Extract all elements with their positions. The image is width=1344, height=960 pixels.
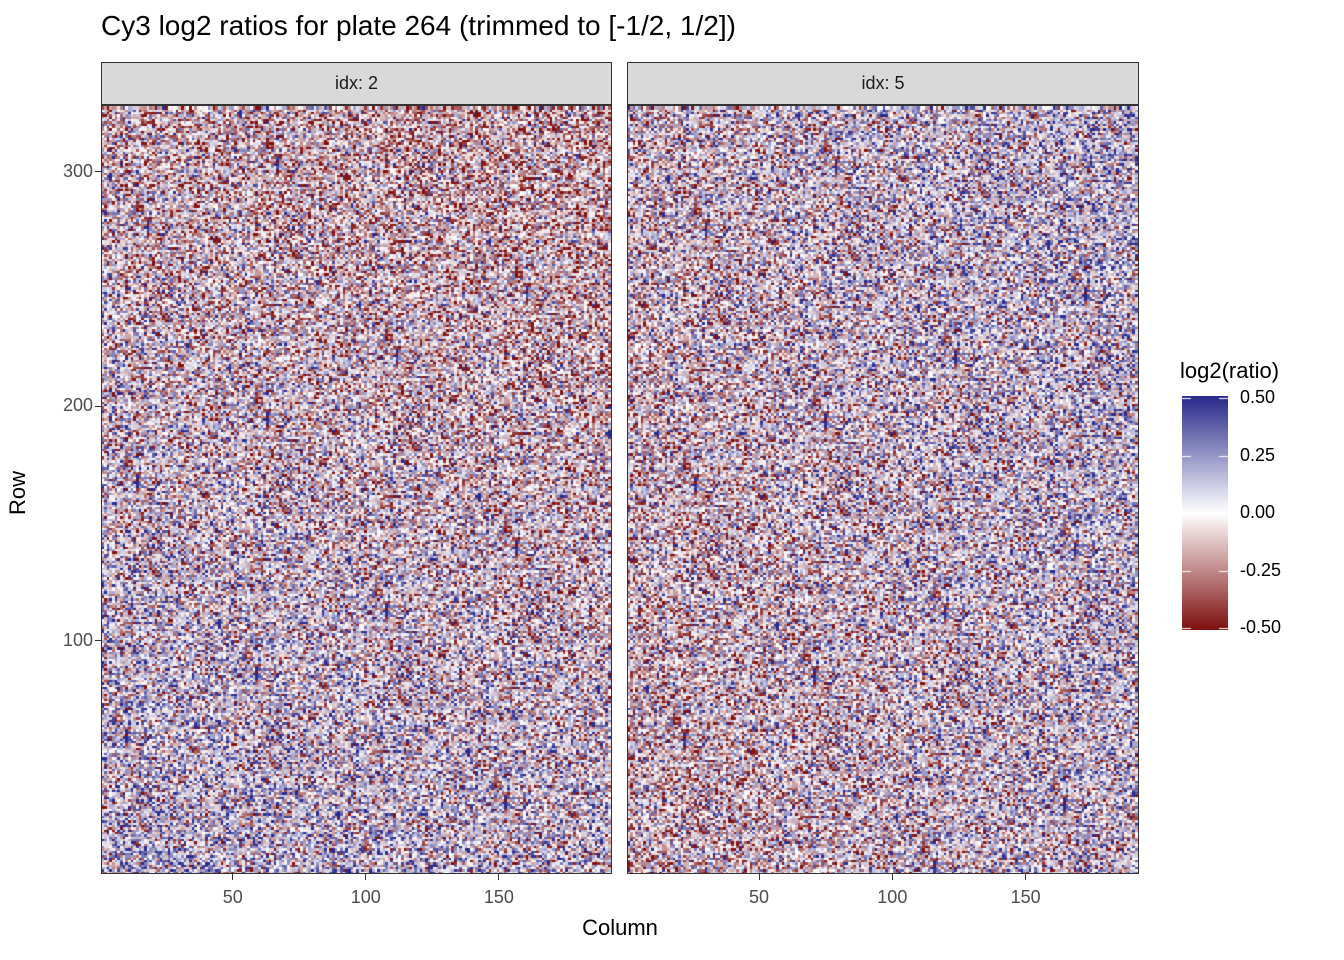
legend-title: log2(ratio)	[1180, 358, 1280, 383]
chart-title: Cy3 log2 ratios for plate 264 (trimmed t…	[101, 10, 736, 41]
y-tick-label: 300	[62, 160, 93, 181]
y-tick-label: 200	[62, 395, 93, 416]
heatmap-cells	[628, 106, 1138, 873]
x-tick-label: 50	[222, 887, 243, 907]
x-tick	[1025, 874, 1027, 880]
x-tick-label: 50	[748, 887, 770, 907]
legend-label: 0.25	[1240, 444, 1276, 465]
facet-strip-idx-5: idx: 5	[627, 62, 1139, 105]
x-axis-title: Column	[582, 915, 658, 940]
y-tick	[95, 640, 101, 642]
legend-colorbar	[1182, 396, 1228, 630]
y-tick	[95, 171, 101, 173]
heatmap-panel-idx-2	[101, 105, 612, 874]
x-tick-label: 150	[483, 887, 514, 907]
y-tick	[95, 405, 101, 407]
x-tick-label: 150	[1010, 887, 1041, 907]
x-tick	[365, 874, 367, 880]
heatmap-panel-idx-5	[627, 105, 1139, 874]
heatmap-cells	[102, 106, 611, 873]
x-tick	[891, 874, 893, 880]
y-tick-label: 100	[62, 629, 93, 650]
x-tick	[498, 874, 500, 880]
facet-label: idx: 2	[334, 73, 379, 93]
legend-label: 0.00	[1240, 502, 1276, 522]
legend-label: 0.50	[1240, 387, 1276, 407]
legend-label: -0.25	[1240, 559, 1282, 580]
legend-label: -0.50	[1240, 617, 1282, 637]
x-tick-label: 100	[350, 887, 381, 907]
x-tick	[232, 874, 234, 880]
x-tick	[758, 874, 760, 880]
facet-strip-idx-2: idx: 2	[101, 62, 612, 105]
y-axis-title: Row	[5, 471, 30, 516]
x-tick-label: 100	[877, 887, 908, 907]
facet-label: idx: 5	[861, 73, 905, 93]
